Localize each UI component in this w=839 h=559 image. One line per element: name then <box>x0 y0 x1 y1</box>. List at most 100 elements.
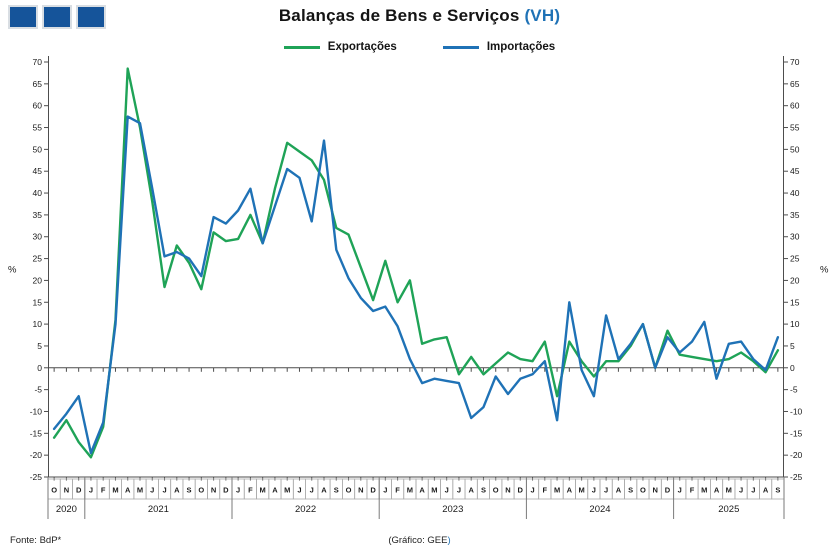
data-series <box>52 67 780 459</box>
svg-text:J: J <box>751 486 755 495</box>
svg-text:30: 30 <box>33 232 43 242</box>
svg-text:M: M <box>284 486 290 495</box>
svg-text:15: 15 <box>790 297 800 307</box>
svg-text:A: A <box>419 486 425 495</box>
svg-text:M: M <box>578 486 584 495</box>
logo-square <box>42 5 72 29</box>
svg-text:F: F <box>690 486 695 495</box>
source-note: Fonte: BdP* <box>10 535 62 546</box>
svg-text:25: 25 <box>33 254 43 264</box>
svg-text:D: D <box>76 486 82 495</box>
svg-text:J: J <box>89 486 93 495</box>
svg-text:J: J <box>310 486 314 495</box>
svg-text:O: O <box>640 486 646 495</box>
svg-text:J: J <box>678 486 682 495</box>
svg-text:65: 65 <box>33 79 43 89</box>
logo-square <box>8 5 38 29</box>
legend-item-importacoes: Importações <box>442 41 556 53</box>
y-axis-unit-right: % <box>820 265 829 276</box>
svg-text:O: O <box>346 486 352 495</box>
svg-text:F: F <box>101 486 106 495</box>
svg-text:50: 50 <box>33 144 43 154</box>
svg-text:-20: -20 <box>790 450 803 460</box>
svg-text:N: N <box>505 486 510 495</box>
svg-text:0: 0 <box>790 363 795 373</box>
svg-text:J: J <box>530 486 534 495</box>
svg-text:S: S <box>775 486 780 495</box>
svg-text:A: A <box>321 486 327 495</box>
svg-text:-5: -5 <box>34 385 42 395</box>
svg-text:35: 35 <box>790 210 800 220</box>
logo-square <box>76 5 106 29</box>
svg-text:N: N <box>358 486 363 495</box>
svg-text:25: 25 <box>790 254 800 264</box>
importacoes-line-swatch <box>442 45 479 49</box>
svg-text:M: M <box>137 486 143 495</box>
svg-text:30: 30 <box>790 232 800 242</box>
svg-text:15: 15 <box>33 297 43 307</box>
legend-item-exportacoes: Exportações <box>283 41 397 53</box>
svg-text:-10: -10 <box>30 406 43 416</box>
svg-text:60: 60 <box>33 101 43 111</box>
svg-text:S: S <box>334 486 339 495</box>
svg-text:-25: -25 <box>790 472 803 482</box>
svg-text:A: A <box>616 486 622 495</box>
svg-text:20: 20 <box>790 275 800 285</box>
svg-text:F: F <box>395 486 400 495</box>
svg-text:M: M <box>260 486 266 495</box>
legend: Exportações Importações <box>0 41 839 53</box>
series-line-exportações <box>52 67 780 459</box>
svg-text:M: M <box>726 486 732 495</box>
exportacoes-line-swatch <box>283 45 320 49</box>
year-label: 2023 <box>442 504 463 515</box>
credit-note-main: (Gráfico: GEE <box>388 535 448 546</box>
svg-text:N: N <box>211 486 216 495</box>
legend-label-importacoes: Importações <box>486 41 556 53</box>
svg-text:S: S <box>628 486 633 495</box>
svg-text:J: J <box>236 486 240 495</box>
year-label: 2020 <box>56 504 77 515</box>
logo-three-squares <box>8 5 106 29</box>
svg-text:-10: -10 <box>790 406 803 416</box>
svg-text:J: J <box>739 486 743 495</box>
svg-text:55: 55 <box>33 123 43 133</box>
chart-title-suffix: (VH) <box>519 6 561 25</box>
chart-title-main: Balanças de Bens e Serviços <box>278 6 520 25</box>
series-line-importações <box>52 115 780 455</box>
credit-note-suffix: ) <box>447 535 451 546</box>
svg-text:F: F <box>543 486 548 495</box>
svg-text:A: A <box>567 486 573 495</box>
svg-text:35: 35 <box>33 210 43 220</box>
svg-text:J: J <box>457 486 461 495</box>
svg-text:J: J <box>383 486 387 495</box>
svg-text:F: F <box>248 486 253 495</box>
svg-text:M: M <box>554 486 560 495</box>
svg-text:A: A <box>125 486 131 495</box>
svg-text:J: J <box>150 486 154 495</box>
svg-text:0: 0 <box>37 363 42 373</box>
svg-text:O: O <box>198 486 204 495</box>
svg-text:60: 60 <box>790 101 800 111</box>
year-label: 2024 <box>589 504 610 515</box>
svg-text:D: D <box>223 486 229 495</box>
svg-text:45: 45 <box>790 166 800 176</box>
svg-text:65: 65 <box>790 79 800 89</box>
svg-text:45: 45 <box>33 166 43 176</box>
svg-text:-15: -15 <box>790 428 803 438</box>
svg-text:J: J <box>604 486 608 495</box>
svg-text:D: D <box>665 486 671 495</box>
svg-text:A: A <box>763 486 769 495</box>
svg-text:D: D <box>370 486 376 495</box>
year-label: 2021 <box>148 504 169 515</box>
svg-text:5: 5 <box>790 341 795 351</box>
svg-text:M: M <box>431 486 437 495</box>
svg-text:N: N <box>652 486 657 495</box>
svg-text:A: A <box>468 486 474 495</box>
year-axis-row: 2020 2021 2022 2023 2024 2025 <box>47 477 785 519</box>
svg-text:S: S <box>187 486 192 495</box>
svg-text:10: 10 <box>790 319 800 329</box>
svg-text:J: J <box>445 486 449 495</box>
svg-text:J: J <box>297 486 301 495</box>
